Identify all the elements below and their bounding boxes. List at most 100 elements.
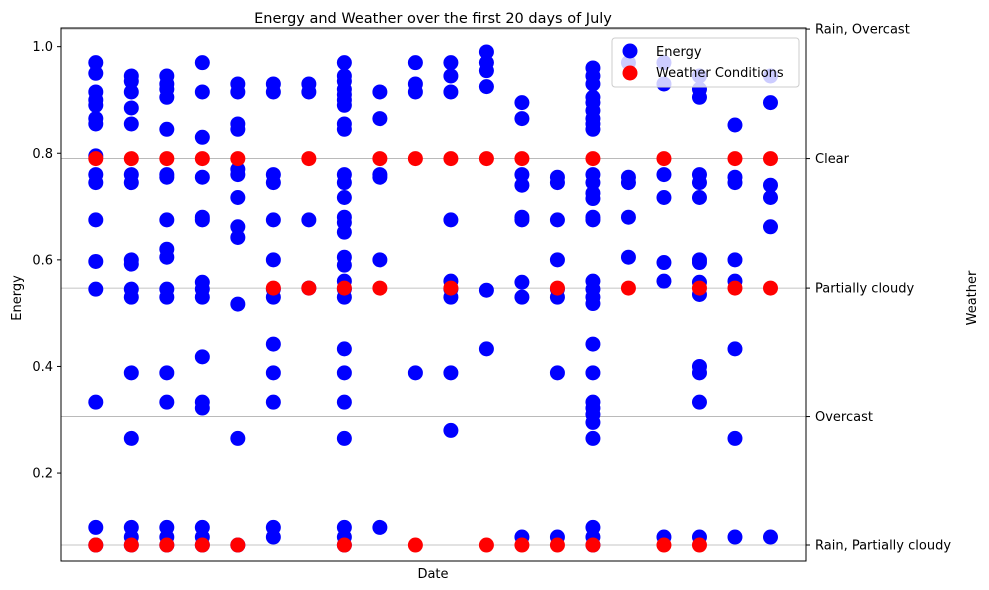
chart-title: Energy and Weather over the first 20 day…: [254, 11, 612, 27]
weather-conditions-point: [372, 151, 388, 167]
energy-point: [443, 68, 459, 84]
energy-point: [88, 394, 104, 410]
energy-point: [443, 55, 459, 71]
y-tick-label: 0.8: [32, 147, 53, 162]
energy-point: [656, 255, 672, 271]
energy-point: [478, 63, 494, 79]
energy-point: [336, 121, 352, 137]
weather-conditions-point: [549, 537, 565, 553]
weather-tick-label: Clear: [815, 152, 850, 167]
energy-point: [372, 252, 388, 268]
energy-point: [514, 212, 530, 228]
weather-conditions-point: [514, 151, 530, 167]
energy-point: [585, 365, 601, 381]
energy-point: [407, 365, 423, 381]
y-axis-ticks: 0.2 0.4 0.6 0.8 1.0: [32, 40, 61, 482]
energy-point: [620, 249, 636, 265]
energy-point: [407, 84, 423, 100]
weather-conditions-point: [478, 151, 494, 167]
energy-point: [727, 175, 743, 191]
energy-point: [159, 289, 175, 305]
energy-point: [194, 400, 210, 416]
energy-point: [123, 116, 139, 132]
energy-point: [123, 73, 139, 89]
energy-point: [123, 100, 139, 116]
weather-gridlines: [61, 28, 806, 546]
energy-point: [762, 529, 778, 545]
plot-frame: [60, 27, 807, 562]
weather-tick-label: Rain, Overcast: [815, 23, 910, 38]
energy-point: [549, 175, 565, 191]
weather-conditions-point: [88, 151, 104, 167]
energy-point: [159, 394, 175, 410]
energy-point: [514, 167, 530, 183]
series-weather-conditions: [88, 151, 778, 553]
energy-point: [549, 365, 565, 381]
energy-point: [336, 257, 352, 273]
legend-label-weather: Weather Conditions: [656, 66, 784, 81]
energy-point: [691, 89, 707, 105]
energy-point: [265, 365, 281, 381]
energy-point: [230, 189, 246, 205]
weather-conditions-point: [478, 537, 494, 553]
y-tick-label: 0.4: [32, 360, 53, 375]
energy-point: [372, 519, 388, 535]
y-tick-label: 1.0: [32, 40, 53, 55]
weather-conditions-point: [727, 151, 743, 167]
energy-point: [194, 55, 210, 71]
weather-conditions-point: [407, 537, 423, 553]
energy-point: [585, 191, 601, 207]
energy-point: [88, 212, 104, 228]
y-tick-label: 0.6: [32, 253, 53, 268]
energy-point: [123, 175, 139, 191]
energy-point: [301, 84, 317, 100]
energy-point: [123, 256, 139, 272]
energy-point: [656, 273, 672, 289]
weather-conditions-point: [443, 151, 459, 167]
weather-conditions-point: [549, 280, 565, 296]
energy-point: [620, 175, 636, 191]
energy-point: [230, 430, 246, 446]
energy-point: [585, 414, 601, 430]
data-points: [88, 44, 778, 553]
energy-point: [301, 212, 317, 228]
weather-conditions-point: [514, 537, 530, 553]
weather-conditions-point: [585, 151, 601, 167]
energy-point: [265, 394, 281, 410]
energy-point: [194, 129, 210, 145]
energy-point: [478, 282, 494, 298]
weather-tick-label: Overcast: [815, 410, 873, 425]
energy-point: [656, 189, 672, 205]
energy-point: [443, 422, 459, 438]
weather-conditions-point: [727, 280, 743, 296]
weather-conditions-point: [656, 537, 672, 553]
weather-axis-ticks: Rain, Partially cloudy Overcast Partially …: [806, 23, 951, 554]
y-axis-label: Energy: [10, 275, 25, 321]
weather-conditions-point: [230, 151, 246, 167]
energy-point: [159, 169, 175, 185]
energy-point: [336, 55, 352, 71]
energy-point: [123, 365, 139, 381]
weather-conditions-point: [656, 151, 672, 167]
energy-point: [265, 175, 281, 191]
energy-point: [691, 365, 707, 381]
energy-point: [727, 341, 743, 357]
energy-point: [265, 529, 281, 545]
energy-point: [88, 116, 104, 132]
energy-point: [159, 121, 175, 137]
energy-point: [478, 79, 494, 95]
energy-point: [514, 289, 530, 305]
energy-point: [727, 117, 743, 133]
energy-point: [478, 44, 494, 60]
weather-conditions-point: [301, 280, 317, 296]
energy-point: [585, 336, 601, 352]
weather-conditions-point: [230, 537, 246, 553]
energy-point: [265, 252, 281, 268]
energy-point: [194, 84, 210, 100]
energy-point: [88, 55, 104, 71]
weather-conditions-point: [88, 537, 104, 553]
energy-point: [194, 169, 210, 185]
energy-point: [336, 97, 352, 113]
energy-point: [585, 430, 601, 446]
energy-point: [336, 189, 352, 205]
